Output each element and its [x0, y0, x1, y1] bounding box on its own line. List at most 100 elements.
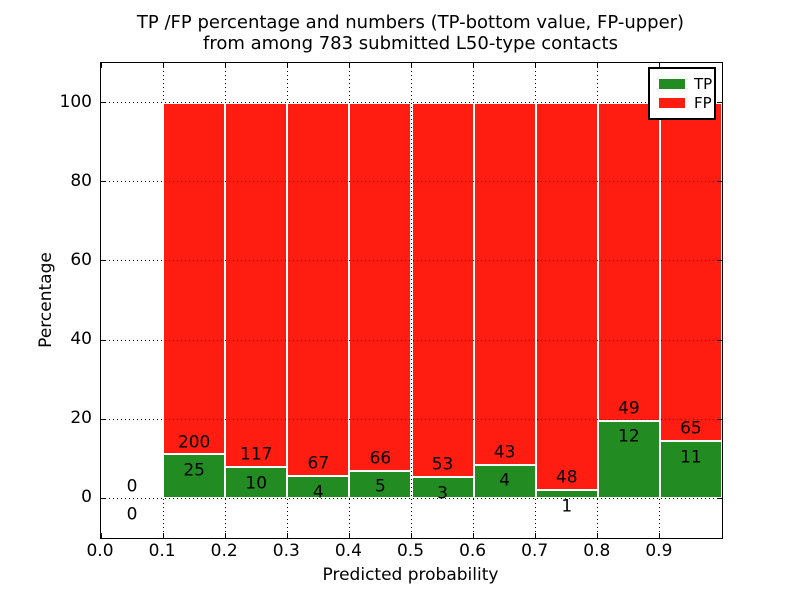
horizontal-gridline	[101, 102, 722, 104]
fp-bar-segment	[349, 102, 412, 471]
tp-legend-label: TP	[694, 75, 713, 93]
chart-title: TP /FP percentage and numbers (TP-bottom…	[100, 12, 721, 54]
x-tick-mark	[348, 63, 350, 68]
tp-bar-segment	[349, 470, 412, 499]
x-tick-mark	[162, 63, 164, 68]
fp-count-label: 48	[555, 467, 578, 488]
y-tick-label: 60	[70, 249, 92, 270]
tp-count-label: 11	[680, 447, 702, 468]
x-tick-label: 0.5	[396, 541, 425, 561]
y-tick-mark	[717, 181, 722, 183]
fp-bar-segment	[225, 102, 288, 468]
fp-count-label: 67	[307, 453, 330, 474]
tp-count-label: 0	[126, 504, 138, 525]
tp-bar-segment	[597, 420, 660, 499]
x-tick-label: 0.8	[583, 541, 611, 561]
x-tick-mark	[597, 63, 599, 68]
legend-item-tp: TP	[659, 75, 714, 93]
x-tick-label: 0.9	[645, 541, 673, 561]
tp-count-label: 3	[437, 483, 448, 504]
tp-legend-swatch	[659, 79, 685, 89]
tp-bar-segment	[225, 467, 288, 499]
x-tick-mark	[473, 63, 475, 68]
tp-bar-segment	[473, 464, 536, 499]
x-tick-mark	[535, 63, 537, 68]
x-tick-label: 0.2	[210, 541, 238, 561]
legend-item-fp: FP	[659, 94, 714, 112]
fp-bar-segment	[535, 102, 598, 491]
tp-count-label: 25	[183, 460, 205, 481]
x-tick-label: 0.3	[272, 541, 300, 561]
fp-bar-segment	[473, 102, 536, 465]
y-tick-mark	[101, 339, 106, 341]
tp-count-label: 5	[375, 476, 386, 497]
y-tick-mark	[717, 260, 722, 262]
fp-count-label: 117	[240, 444, 273, 465]
x-tick-mark	[535, 533, 537, 538]
tp-count-label: 10	[245, 473, 268, 494]
tp-count-label: 12	[618, 426, 640, 447]
x-tick-mark	[224, 63, 226, 68]
chart-title-line2: from among 783 submitted L50-type contac…	[202, 33, 618, 54]
fp-count-label: 0	[126, 476, 138, 497]
x-tick-mark	[597, 533, 599, 538]
plot-area: TP FP 0 0 200 25 117 10 67 4 66 5 53 3 43 4 48 1 49 12 65 1…	[100, 62, 723, 539]
x-tick-label: 0.0	[86, 541, 114, 561]
tp-bar-segment	[163, 454, 226, 499]
fp-count-label: 43	[493, 442, 516, 463]
tp-count-label: 4	[312, 482, 324, 503]
x-tick-label: 0.6	[459, 541, 487, 561]
fp-count-label: 66	[369, 448, 392, 469]
y-tick-label: 80	[70, 170, 92, 191]
x-tick-mark	[100, 533, 102, 538]
x-tick-mark	[286, 533, 288, 538]
x-tick-mark	[162, 533, 164, 538]
tp-bar-segment	[535, 490, 598, 499]
horizontal-gridline	[101, 418, 722, 420]
tp-bar-segment	[287, 476, 350, 499]
y-tick-mark	[101, 102, 106, 104]
horizontal-gridline	[101, 497, 722, 499]
x-tick-mark	[100, 63, 102, 68]
x-tick-mark	[659, 533, 661, 538]
horizontal-gridline	[101, 339, 722, 341]
y-tick-label: 100	[59, 91, 92, 112]
tp-count-label: 4	[499, 470, 511, 491]
y-tick-mark	[101, 181, 106, 183]
tp-count-label: 1	[561, 496, 573, 517]
x-tick-mark	[473, 533, 475, 538]
x-tick-mark	[348, 533, 350, 538]
x-tick-label: 0.1	[148, 541, 176, 561]
chart-title-line1: TP /FP percentage and numbers (TP-bottom…	[136, 12, 685, 33]
x-axis-label: Predicted probability	[322, 565, 499, 585]
fp-count-label: 65	[680, 418, 702, 439]
y-tick-label: 40	[70, 329, 92, 350]
fp-bar-segment	[163, 102, 226, 455]
legend: TP FP	[648, 67, 716, 120]
fp-count-label: 49	[618, 398, 640, 419]
y-tick-mark	[717, 339, 722, 341]
fp-count-label: 53	[431, 454, 454, 475]
fp-bar-segment	[597, 102, 660, 421]
y-tick-mark	[101, 260, 106, 262]
y-tick-label: 20	[70, 408, 92, 429]
tp-bar-segment	[411, 477, 474, 499]
x-tick-mark	[286, 63, 288, 68]
y-tick-mark	[101, 418, 106, 420]
horizontal-gridline	[101, 260, 722, 262]
y-tick-mark	[717, 418, 722, 420]
y-tick-mark	[101, 497, 106, 499]
x-tick-label: 0.7	[521, 541, 549, 561]
y-tick-mark	[717, 102, 722, 104]
tp-bar-segment	[659, 441, 722, 499]
fp-bar-segment	[411, 102, 474, 478]
x-tick-label: 0.4	[334, 541, 362, 561]
y-tick-mark	[717, 497, 722, 499]
fp-legend-label: FP	[694, 94, 712, 112]
fp-count-label: 200	[177, 432, 211, 453]
x-tick-mark	[224, 533, 226, 538]
fp-legend-swatch	[659, 98, 685, 108]
horizontal-gridline	[101, 181, 722, 183]
y-tick-label: 0	[81, 487, 92, 508]
